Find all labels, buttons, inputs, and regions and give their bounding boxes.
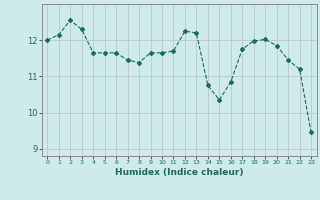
X-axis label: Humidex (Indice chaleur): Humidex (Indice chaleur) [115, 168, 244, 177]
